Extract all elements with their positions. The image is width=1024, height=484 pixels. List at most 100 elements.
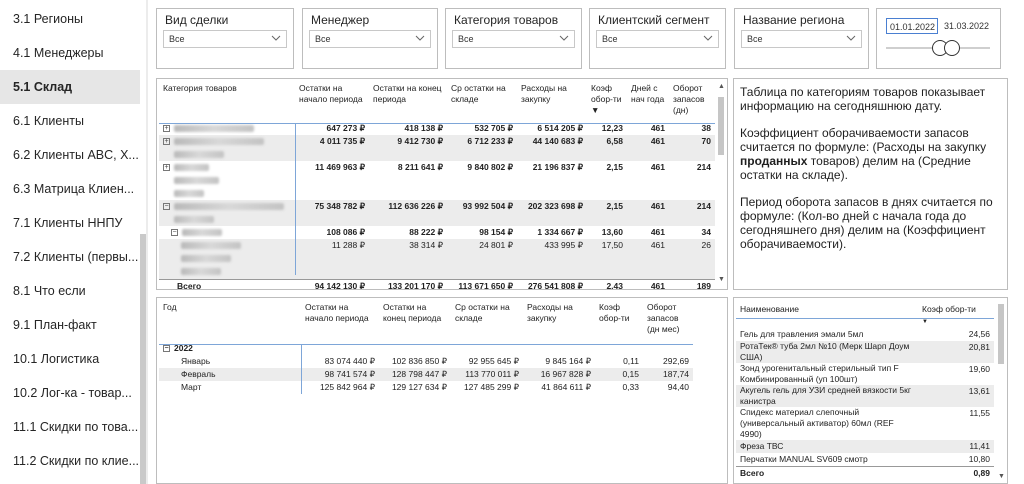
- total-cell: 276 541 808 ₽: [527, 280, 583, 290]
- column-header[interactable]: Расходы на закупку: [527, 302, 573, 323]
- collapse-icon[interactable]: −: [163, 345, 170, 353]
- column-header[interactable]: Оборот запасов (дн): [673, 83, 705, 115]
- date-end-handle[interactable]: [944, 40, 960, 56]
- slicer-dropdown[interactable]: Все: [163, 30, 287, 48]
- slicer-dropdown[interactable]: Все: [741, 30, 862, 48]
- table-row: Март 125 842 964 ₽ 129 127 634 ₽ 127 485…: [159, 381, 693, 394]
- column-header[interactable]: Дней с нач года: [631, 83, 665, 104]
- nav-item-clients[interactable]: 6.1 Клиенты: [13, 114, 84, 128]
- total-cell: 2,43: [606, 280, 623, 290]
- table-cell: 202 323 698 ₽: [527, 201, 583, 211]
- product-name: Фреза ТВС: [740, 441, 784, 451]
- table-cell: 12,23: [601, 122, 623, 133]
- column-header[interactable]: Расходы на закупку: [521, 83, 567, 104]
- slicer-title: Менеджер: [311, 13, 370, 27]
- nav-item-warehouse[interactable]: 5.1 Склад: [0, 70, 140, 104]
- page-navigation: 3.1 Регионы 4.1 Менеджеры 5.1 Склад 6.1 …: [0, 0, 140, 484]
- column-header[interactable]: Оборот запасов (дн мес): [647, 302, 680, 334]
- nav-item-clients-matrix[interactable]: 6.3 Матрица Клиен...: [13, 182, 135, 196]
- slicer-title: Клиентский сегмент: [598, 13, 710, 27]
- nav-item-clients-nnpu[interactable]: 7.1 Клиенты ННПУ: [13, 216, 123, 230]
- scroll-up-icon[interactable]: ▲: [718, 83, 725, 90]
- redacted-label: [174, 138, 264, 146]
- table-cell: 187,74: [663, 369, 689, 379]
- nav-item-clients-first[interactable]: 7.2 Клиенты (первы...: [13, 250, 139, 264]
- scroll-thumb[interactable]: [998, 304, 1004, 364]
- product-name: Акугель гель для УЗИ средней вязкости 5к…: [740, 385, 911, 406]
- chevron-down-icon: [415, 35, 425, 41]
- redacted-label: [174, 124, 254, 132]
- slicer-dropdown[interactable]: Все: [452, 30, 575, 48]
- total-cell: 0,89: [973, 468, 990, 478]
- table-row: Гель для травления эмали 5мл 24,56: [736, 328, 994, 341]
- nav-item-logistics[interactable]: 10.1 Логистика: [13, 352, 100, 366]
- category-table-scrollbar[interactable]: ▲ ▼: [718, 83, 725, 283]
- table-row: Акугель гель для УЗИ средней вязкости 5к…: [736, 385, 994, 407]
- column-header[interactable]: Коэф обор-ти: [599, 302, 630, 323]
- table-row: РотаТек® туба 2мл №10 (Мерк Шарп Доум СШ…: [736, 341, 994, 363]
- date-start-input[interactable]: 01.01.2022: [886, 18, 938, 34]
- column-header[interactable]: Остатки на конец периода: [383, 302, 442, 323]
- scroll-down-icon[interactable]: ▼: [998, 473, 1005, 480]
- table-cell: 16 967 828 ₽: [540, 369, 591, 379]
- table-row: − 108 086 ₽ 88 222 ₽ 98 154 ₽ 1 334 667 …: [159, 226, 715, 239]
- table-cell: 93 992 504 ₽: [462, 201, 513, 211]
- scroll-thumb[interactable]: [718, 97, 724, 155]
- column-header[interactable]: Остатки на конец периода: [373, 83, 442, 104]
- nav-item-logistics-goods[interactable]: 10.2 Лог-ка - товар...: [13, 386, 132, 400]
- category-table-grid: Категория товаров Остатки на начало пери…: [159, 81, 715, 290]
- nav-item-discounts-clients[interactable]: 11.2 Скидки по клие...: [13, 454, 140, 468]
- table-cell: 98 741 574 ₽: [324, 369, 375, 379]
- slicer-value: Все: [315, 34, 331, 44]
- scroll-down-icon[interactable]: ▼: [718, 276, 725, 283]
- nav-item-discounts-goods[interactable]: 11.1 Скидки по това...: [13, 420, 139, 434]
- info-paragraph: Период оборота запасов в днях считается …: [740, 195, 993, 251]
- table-cell: 70: [701, 136, 711, 146]
- slicer-product-category: Категория товаров Все: [445, 8, 582, 69]
- column-header[interactable]: Остатки на начало периода: [305, 302, 369, 323]
- slicer-region-name: Название региона Все: [734, 8, 869, 69]
- collapse-icon[interactable]: −: [171, 229, 178, 237]
- date-end-input[interactable]: 31.03.2022: [944, 21, 990, 31]
- nav-item-clients-abc[interactable]: 6.2 Клиенты ABC, X...: [13, 148, 139, 162]
- nav-item-what-if[interactable]: 8.1 Что если: [13, 284, 86, 298]
- table-cell: 88 222 ₽: [409, 227, 443, 237]
- nav-item-regions[interactable]: 3.1 Регионы: [13, 12, 83, 26]
- year-table: Год Остатки на начало периода Остатки на…: [156, 297, 728, 484]
- redacted-label: [181, 242, 241, 250]
- table-cell: 10,80: [968, 454, 990, 464]
- slicer-title: Вид сделки: [165, 13, 229, 27]
- column-divider: [301, 344, 302, 394]
- column-header-label: Коэф обор-ти: [591, 83, 622, 104]
- slicer-title: Категория товаров: [454, 13, 559, 27]
- nav-item-managers[interactable]: 4.1 Менеджеры: [13, 46, 104, 60]
- column-header[interactable]: Наименование: [740, 304, 799, 314]
- nav-item-plan-fact[interactable]: 9.1 План-факт: [13, 318, 97, 332]
- column-header[interactable]: Остатки на начало периода: [299, 83, 363, 104]
- column-header-sorted[interactable]: Коэф обор-ти ▼: [587, 81, 627, 121]
- table-cell: 102 836 850 ₽: [391, 356, 447, 366]
- column-header[interactable]: Год: [163, 302, 177, 312]
- collapse-icon[interactable]: −: [163, 203, 170, 211]
- sort-desc-icon: ▼: [922, 319, 928, 325]
- table-cell: 11 288 ₽: [331, 240, 365, 250]
- product-table: Наименование Коэф обор-ти ▼ Гель для трав…: [733, 297, 1008, 484]
- expand-icon[interactable]: +: [163, 124, 170, 132]
- slicer-dropdown[interactable]: Все: [596, 30, 719, 48]
- slicer-value: Все: [747, 34, 763, 44]
- column-header[interactable]: Категория товаров: [163, 83, 237, 93]
- table-cell: 647 273 ₽: [326, 122, 366, 133]
- expand-icon[interactable]: +: [163, 164, 170, 172]
- column-header-sorted[interactable]: Коэф обор-ти ▼: [918, 302, 994, 328]
- slicer-dropdown[interactable]: Все: [309, 30, 431, 48]
- redacted-label: [174, 177, 219, 185]
- column-header[interactable]: Ср остатки на складе: [455, 302, 510, 323]
- table-cell: 75 348 782 ₽: [314, 201, 365, 211]
- column-header[interactable]: Ср остатки на складе: [451, 83, 506, 104]
- expand-icon[interactable]: +: [163, 138, 170, 146]
- sidebar-scrollbar[interactable]: [140, 234, 146, 484]
- month-label: Январь: [181, 356, 211, 366]
- category-table: Категория товаров Остатки на начало пери…: [156, 78, 728, 290]
- table-cell: 6,58: [606, 136, 623, 146]
- product-table-scrollbar[interactable]: ▼: [998, 304, 1005, 480]
